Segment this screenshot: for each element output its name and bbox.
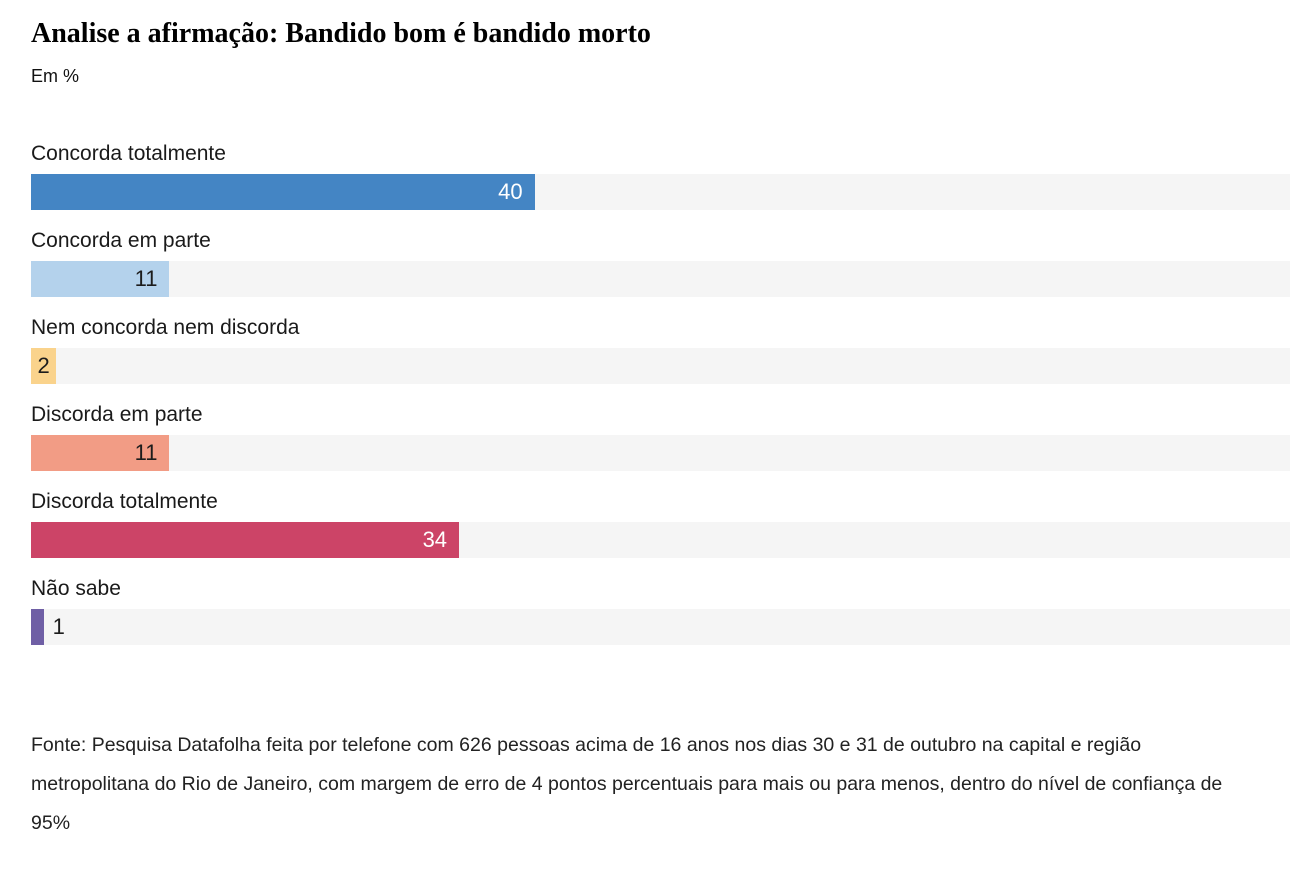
bar-track: 11: [31, 261, 1290, 297]
bar-value: 11: [134, 266, 158, 291]
bar-row: Concorda totalmente 40: [31, 140, 1290, 210]
bar: [31, 609, 44, 645]
bar-row: Discorda em parte 11: [31, 401, 1290, 471]
bar: 11: [31, 435, 170, 471]
bar: 40: [31, 174, 535, 210]
bar-category-label: Concorda totalmente: [31, 142, 226, 165]
bar-row: Discorda totalmente 34: [31, 488, 1290, 558]
bar-value: 40: [498, 179, 523, 204]
bar-category-label: Nem concorda nem discorda: [31, 316, 300, 339]
bar-track: 2: [31, 348, 1290, 384]
bar-track: 11: [31, 435, 1290, 471]
bar-track: 34: [31, 522, 1290, 558]
bar-track: 40: [31, 174, 1290, 210]
chart-title: Analise a afirmação: Bandido bom é bandi…: [31, 18, 651, 49]
bar: 34: [31, 522, 460, 558]
source-note: Fonte: Pesquisa Datafolha feita por tele…: [31, 734, 1223, 834]
bar-track: 1: [31, 609, 1290, 645]
bar-value: 1: [52, 614, 65, 639]
chart-subtitle: Em %: [31, 66, 80, 86]
chart-page: Analise a afirmação: Bandido bom é bandi…: [31, 18, 1290, 834]
bar-row: Concorda em parte 11: [31, 227, 1290, 297]
bar-category-label: Discorda em parte: [31, 403, 203, 426]
bar: 11: [31, 261, 170, 297]
bar-category-label: Concorda em parte: [31, 229, 211, 252]
bar-value: 2: [37, 353, 50, 378]
bar-category-label: Não sabe: [31, 577, 121, 600]
bar-chart: Concorda totalmente 40 Concorda em parte 11…: [31, 140, 1290, 645]
bar-value: 34: [422, 527, 448, 552]
bar-row: Não sabe 1: [31, 575, 1290, 645]
bar-category-label: Discorda totalmente: [31, 490, 218, 513]
bar-value: 11: [134, 440, 158, 465]
bar: 2: [31, 348, 57, 384]
bar-row: Nem concorda nem discorda 2: [31, 314, 1290, 384]
